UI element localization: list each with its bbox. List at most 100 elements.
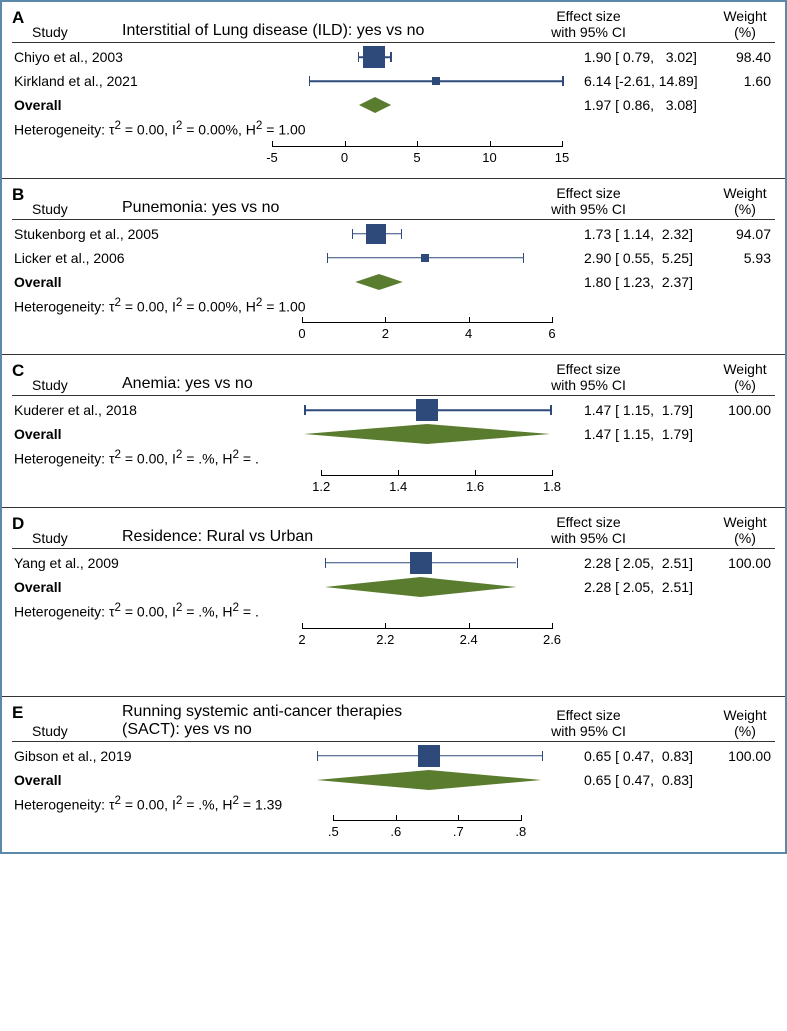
axis: -5051015 xyxy=(12,138,775,172)
overall-label: Overall xyxy=(12,426,234,442)
col-study-header: Study xyxy=(12,530,122,546)
axis-tick xyxy=(469,623,470,629)
ci-cap xyxy=(352,229,354,239)
ci-cap xyxy=(317,751,319,761)
axis-tick xyxy=(469,317,470,323)
overall-row: Overall0.65 [ 0.47, 0.83] xyxy=(12,768,775,792)
point-marker xyxy=(421,254,429,262)
axis-tick xyxy=(398,470,399,476)
axis-tick xyxy=(385,317,386,323)
axis-tick xyxy=(417,141,418,147)
overall-plot xyxy=(234,769,584,791)
col-weight-header: Weight(%) xyxy=(715,361,775,393)
axis-tick xyxy=(552,317,553,323)
overall-effect: 1.97 [ 0.86, 3.08] xyxy=(584,97,711,113)
overall-row: Overall2.28 [ 2.05, 2.51] xyxy=(12,575,775,599)
point-marker xyxy=(432,77,440,85)
study-row: Kuderer et al., 20181.47 [ 1.15, 1.79]10… xyxy=(12,398,775,422)
study-row: Stukenborg et al., 20051.73 [ 1.14, 2.32… xyxy=(12,222,775,246)
heterogeneity-text: Heterogeneity: τ2 = 0.00, I2 = .%, H2 = … xyxy=(12,792,775,813)
axis-tick-label: 2.4 xyxy=(460,632,478,647)
col-weight-header: Weight(%) xyxy=(715,707,775,739)
overall-plot xyxy=(234,94,584,116)
col-weight-header: Weight(%) xyxy=(715,8,775,40)
panel-header: StudyResidence: Rural vs UrbanEffect siz… xyxy=(12,512,775,549)
point-marker xyxy=(410,552,432,574)
overall-label: Overall xyxy=(12,97,234,113)
panel-header: StudyRunning systemic anti-cancer therap… xyxy=(12,701,775,742)
col-effect-header: Effect sizewith 95% CI xyxy=(462,514,715,546)
axis: .5.6.7.8 xyxy=(12,812,775,846)
effect-value: 0.65 [ 0.47, 0.83] xyxy=(584,748,711,764)
panel-title: Anemia: yes vs no xyxy=(122,375,432,393)
col-study-header: Study xyxy=(12,377,122,393)
heterogeneity-text: Heterogeneity: τ2 = 0.00, I2 = 0.00%, H2… xyxy=(12,294,775,315)
axis-tick xyxy=(321,470,322,476)
col-study-header: Study xyxy=(12,24,122,40)
overall-diamond xyxy=(234,769,584,791)
ci-cap xyxy=(542,751,544,761)
axis-line xyxy=(333,820,521,821)
axis-tick-label: 4 xyxy=(465,326,472,341)
col-weight-header: Weight(%) xyxy=(715,185,775,217)
panel-letter: E xyxy=(12,703,23,723)
study-row: Gibson et al., 20190.65 [ 0.47, 0.83]100… xyxy=(12,744,775,768)
axis-tick-label: 0 xyxy=(298,326,305,341)
study-row: Licker et al., 20062.90 [ 0.55, 5.25]5.9… xyxy=(12,246,775,270)
col-effect-header: Effect sizewith 95% CI xyxy=(462,707,715,739)
ci-cap xyxy=(304,405,306,415)
axis-tick-label: 2.6 xyxy=(543,632,561,647)
effect-value: 2.90 [ 0.55, 5.25] xyxy=(584,250,711,266)
effect-value: 6.14 [-2.61, 14.89] xyxy=(584,73,711,89)
axis-tick-label: -5 xyxy=(266,150,278,165)
overall-label: Overall xyxy=(12,772,234,788)
study-row: Chiyo et al., 20031.90 [ 0.79, 3.02]98.4… xyxy=(12,45,775,69)
weight-value: 5.93 xyxy=(711,250,775,266)
overall-label: Overall xyxy=(12,579,234,595)
axis-tick-label: 2 xyxy=(382,326,389,341)
overall-effect: 1.80 [ 1.23, 2.37] xyxy=(584,274,711,290)
panel-letter: C xyxy=(12,361,24,381)
point-marker xyxy=(418,745,440,767)
axis-tick xyxy=(333,815,334,821)
weight-value: 100.00 xyxy=(711,555,775,571)
heterogeneity-text: Heterogeneity: τ2 = 0.00, I2 = .%, H2 = … xyxy=(12,599,775,620)
study-label: Chiyo et al., 2003 xyxy=(12,49,234,65)
overall-row: Overall 1.97 [ 0.86, 3.08] xyxy=(12,93,775,117)
axis-tick xyxy=(345,141,346,147)
axis-tick-label: 5 xyxy=(413,150,420,165)
study-label: Yang et al., 2009 xyxy=(12,555,234,571)
col-study-header: Study xyxy=(12,201,122,217)
axis-tick xyxy=(272,141,273,147)
axis-tick-label: 1.4 xyxy=(389,479,407,494)
overall-diamond xyxy=(234,576,584,598)
plot-cell xyxy=(234,46,584,68)
axis-tick-label: 2.2 xyxy=(376,632,394,647)
heterogeneity-text: Heterogeneity: τ2 = 0.00, I2 = 0.00%, H2… xyxy=(12,117,775,138)
axis-tick-label: .7 xyxy=(453,824,464,839)
ci-cap xyxy=(327,253,329,263)
axis-tick xyxy=(562,141,563,147)
ci-cap xyxy=(562,76,564,86)
col-weight-header: Weight(%) xyxy=(715,514,775,546)
effect-value: 1.73 [ 1.14, 2.32] xyxy=(584,226,711,242)
weight-value: 1.60 xyxy=(711,73,775,89)
axis-tick xyxy=(458,815,459,821)
axis: 22.22.42.6 xyxy=(12,620,775,654)
axis-tick xyxy=(490,141,491,147)
effect-value: 2.28 [ 2.05, 2.51] xyxy=(584,555,711,571)
axis: 1.21.41.61.8 xyxy=(12,467,775,501)
axis-tick xyxy=(521,815,522,821)
axis-tick-label: 10 xyxy=(482,150,496,165)
axis-line xyxy=(321,475,552,476)
ci-cap xyxy=(390,52,392,62)
axis-line xyxy=(302,322,552,323)
axis-tick-label: 15 xyxy=(555,150,569,165)
panel-header: StudyPunemonia: yes vs noEffect sizewith… xyxy=(12,183,775,220)
study-label: Gibson et al., 2019 xyxy=(12,748,234,764)
axis-tick-label: 1.6 xyxy=(466,479,484,494)
axis-tick-label: .6 xyxy=(390,824,401,839)
axis-tick-label: 6 xyxy=(548,326,555,341)
ci-cap xyxy=(517,558,519,568)
overall-diamond xyxy=(234,94,584,116)
